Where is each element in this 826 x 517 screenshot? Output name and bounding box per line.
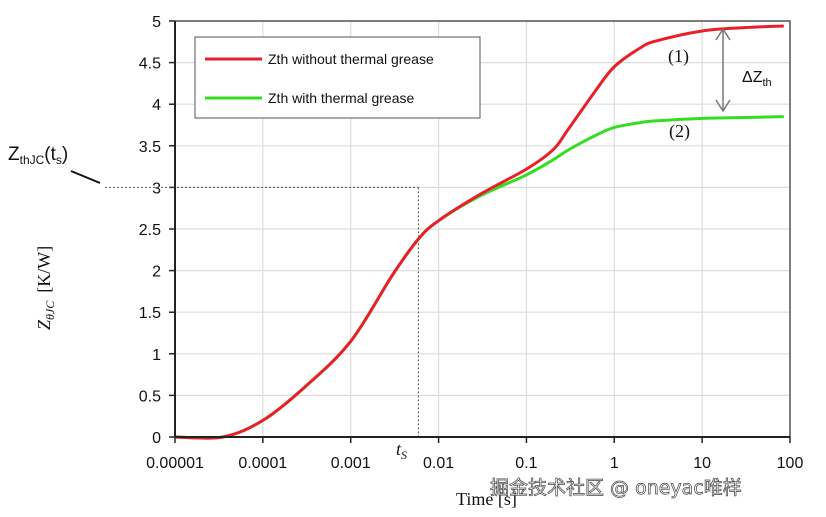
y-tick-label: 3 [152, 180, 161, 197]
watermark: 掘金技术社区 @ oneyac唯样 [490, 477, 742, 499]
ts-label: tS [396, 439, 407, 462]
x-tick-label: 0.00001 [146, 455, 204, 472]
y-tick-label: 0 [152, 430, 161, 447]
legend-label-series-1: Zth without thermal grease [268, 51, 434, 67]
y-tick-label: 1 [152, 347, 161, 364]
delta-zth-arrow [715, 27, 731, 113]
y-tick-label: 2.5 [139, 222, 161, 239]
legend: Zth without thermal grease Zth with ther… [194, 36, 481, 119]
delta-zth-label: ΔZth [742, 69, 772, 89]
x-tick-label: 0.001 [331, 455, 371, 472]
x-tick-label: 10 [693, 455, 711, 472]
curve-1-label: (1) [668, 46, 689, 67]
x-axis-label: Time [s] [456, 489, 517, 509]
y-tick-label: 4.5 [139, 56, 161, 73]
curve-2-label: (2) [669, 121, 690, 142]
x-tick-label: 0.0001 [238, 455, 287, 472]
series-line-1 [174, 24, 784, 440]
y-tick-label: 3.5 [139, 139, 161, 156]
series-line-2 [174, 115, 784, 440]
y-tick-label: 4 [152, 97, 161, 114]
zthjc-ts-label: ZthJC(ts) [8, 144, 68, 167]
y-tick-label: 1.5 [139, 305, 161, 322]
y-tick-label: 5 [152, 14, 161, 31]
legend-label-series-2: Zth with thermal grease [268, 90, 414, 106]
reference-lines [105, 186, 419, 437]
x-tick-label: 0.01 [423, 455, 454, 472]
tick-labels: 0.00001 0.0001 0.001 0.01 0.1 1 10 100 0 0.5 1 1.5 2… [139, 14, 804, 472]
series-lines [174, 24, 784, 440]
x-tick-label: 100 [777, 455, 804, 472]
legend-box [194, 36, 481, 119]
zthjc-leader-line [70, 170, 101, 184]
x-tick-label: 0.1 [515, 455, 537, 472]
y-tick-label: 0.5 [139, 388, 161, 405]
x-tick-label: 1 [610, 455, 619, 472]
y-axis-label: ZθJC[K/W] [34, 246, 57, 330]
y-tick-label: 2 [152, 264, 161, 281]
